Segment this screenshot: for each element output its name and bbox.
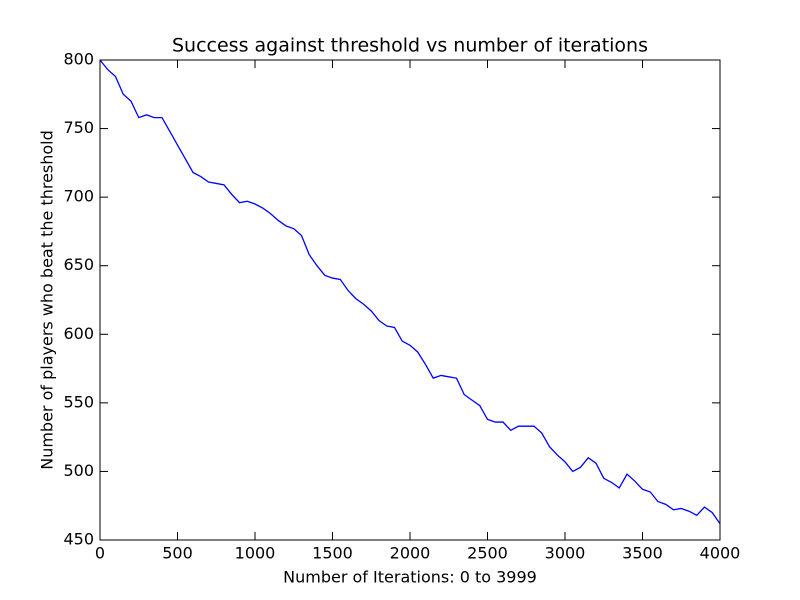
y-tick-label: 650 — [63, 255, 94, 274]
y-tick-label: 500 — [63, 461, 94, 480]
chart-title: Success against threshold vs number of i… — [172, 35, 648, 57]
y-axis-label: Number of players who beat the threshold — [38, 130, 57, 470]
y-tick-label: 800 — [63, 50, 94, 69]
x-tick-label: 3500 — [622, 544, 663, 563]
x-tick-label: 2500 — [467, 544, 508, 563]
x-axis-label: Number of Iterations: 0 to 3999 — [283, 568, 537, 587]
y-tick-label: 750 — [63, 118, 94, 137]
y-tick-label: 450 — [63, 530, 94, 549]
y-tick-label: 600 — [63, 324, 94, 343]
y-tick-label: 550 — [63, 392, 94, 411]
x-tick-label: 500 — [162, 544, 193, 563]
x-tick-label: 1500 — [312, 544, 353, 563]
data-line — [99, 59, 721, 524]
x-tick-label: 4000 — [700, 544, 741, 563]
x-tick-label: 1000 — [235, 544, 276, 563]
x-tick-label: 3000 — [545, 544, 586, 563]
plot-frame — [99, 59, 721, 541]
x-tick-label: 0 — [95, 544, 105, 563]
y-tick-label: 700 — [63, 187, 94, 206]
x-tick-label: 2000 — [390, 544, 431, 563]
